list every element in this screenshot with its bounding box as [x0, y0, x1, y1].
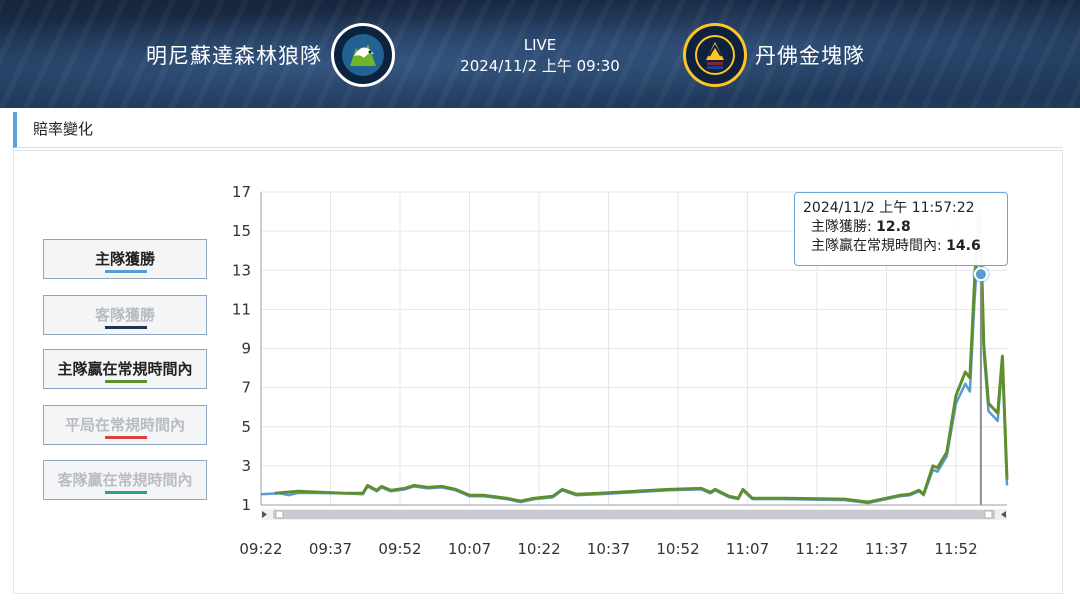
- legend-home-reg-win[interactable]: 主隊贏在常規時間內: [43, 349, 207, 389]
- tooltip-home-win-value: 12.8: [876, 219, 911, 235]
- highlight-point[interactable]: [973, 267, 988, 282]
- legend-away-reg-win-swatch: [105, 491, 147, 494]
- x-tick-label: 11:37: [865, 540, 908, 558]
- x-tick-label: 11:22: [795, 540, 838, 558]
- x-tick-label: 09:52: [378, 540, 421, 558]
- scroll-right-arrow-icon[interactable]: [1001, 511, 1006, 518]
- y-tick-label: 5: [241, 418, 251, 436]
- x-tick-label: 10:52: [656, 540, 699, 558]
- y-tick-label: 15: [232, 222, 251, 240]
- x-tick-label: 10:22: [517, 540, 560, 558]
- x-tick-label: 09:22: [239, 540, 282, 558]
- legend-away-win[interactable]: 客隊獲勝: [43, 295, 207, 335]
- y-tick-label: 17: [232, 183, 251, 201]
- legend-draw-reg-swatch: [105, 436, 147, 439]
- legend-away-reg-win-label: 客隊贏在常規時間內: [57, 471, 193, 489]
- live-status: LIVE: [523, 36, 557, 54]
- y-tick-label: 13: [232, 261, 251, 279]
- legend-home-reg-win-label: 主隊贏在常規時間內: [57, 360, 193, 378]
- x-tick-label: 11:07: [726, 540, 769, 558]
- away-team-name: 丹佛金塊隊: [755, 44, 865, 68]
- tooltip-home-reg-value: 14.6: [946, 238, 981, 254]
- home-team-name: 明尼蘇達森林狼隊: [146, 44, 322, 68]
- home-win-series-line[interactable]: [260, 229, 1009, 505]
- legend-home-reg-win-swatch: [105, 380, 147, 383]
- legend-away-reg-win[interactable]: 客隊贏在常規時間內: [43, 460, 207, 500]
- match-banner: [0, 0, 1080, 108]
- legend-home-win-swatch: [105, 270, 147, 273]
- crowd-background: [0, 0, 1080, 108]
- scrollbar-left-handle[interactable]: [275, 510, 284, 519]
- section-title: 賠率變化: [13, 112, 1063, 148]
- timberwolves-logo-graphic: [336, 28, 390, 82]
- tooltip-home-win-row: 主隊獲勝: 12.8: [803, 218, 999, 237]
- tooltip-time: 2024/11/2 上午 11:57:22: [803, 200, 975, 216]
- nuggets-logo-graphic: [688, 28, 742, 82]
- y-tick-label: 7: [241, 379, 251, 397]
- y-tick-label: 9: [241, 340, 251, 358]
- home-reg-win-series-line[interactable]: [274, 206, 1009, 504]
- scrollbar-right-handle[interactable]: [984, 510, 993, 519]
- timberwolves-logo-icon: [331, 23, 395, 87]
- match-datetime: 2024/11/2 上午 09:30: [460, 57, 620, 75]
- scrollbar-thumb[interactable]: [273, 510, 995, 519]
- legend-away-win-label: 客隊獲勝: [94, 306, 155, 324]
- legend-draw-reg-label: 平局在常規時間內: [64, 416, 185, 434]
- scroll-left-arrow-icon[interactable]: [262, 511, 267, 518]
- legend-draw-reg[interactable]: 平局在常規時間內: [43, 405, 207, 445]
- x-tick-label: 09:37: [309, 540, 352, 558]
- legend-away-win-swatch: [105, 326, 147, 329]
- legend-home-win-label: 主隊獲勝: [94, 250, 155, 268]
- tooltip-home-reg-label: 主隊贏在常規時間內:: [811, 238, 942, 254]
- y-tick-label: 1: [241, 496, 251, 514]
- x-tick-label: 10:07: [448, 540, 491, 558]
- x-tick-label: 11:52: [934, 540, 977, 558]
- y-tick-label: 3: [241, 457, 251, 475]
- y-tick-label: 11: [232, 300, 251, 318]
- chart-tooltip: 2024/11/2 上午 11:57:22 主隊獲勝: 12.8 主隊贏在常規時…: [794, 192, 1008, 266]
- tooltip-home-win-label: 主隊獲勝:: [811, 219, 872, 235]
- nuggets-logo-icon: [683, 23, 747, 87]
- tooltip-home-reg-row: 主隊贏在常規時間內: 14.6: [803, 237, 999, 256]
- x-tick-label: 10:37: [587, 540, 630, 558]
- legend-home-win[interactable]: 主隊獲勝: [43, 239, 207, 279]
